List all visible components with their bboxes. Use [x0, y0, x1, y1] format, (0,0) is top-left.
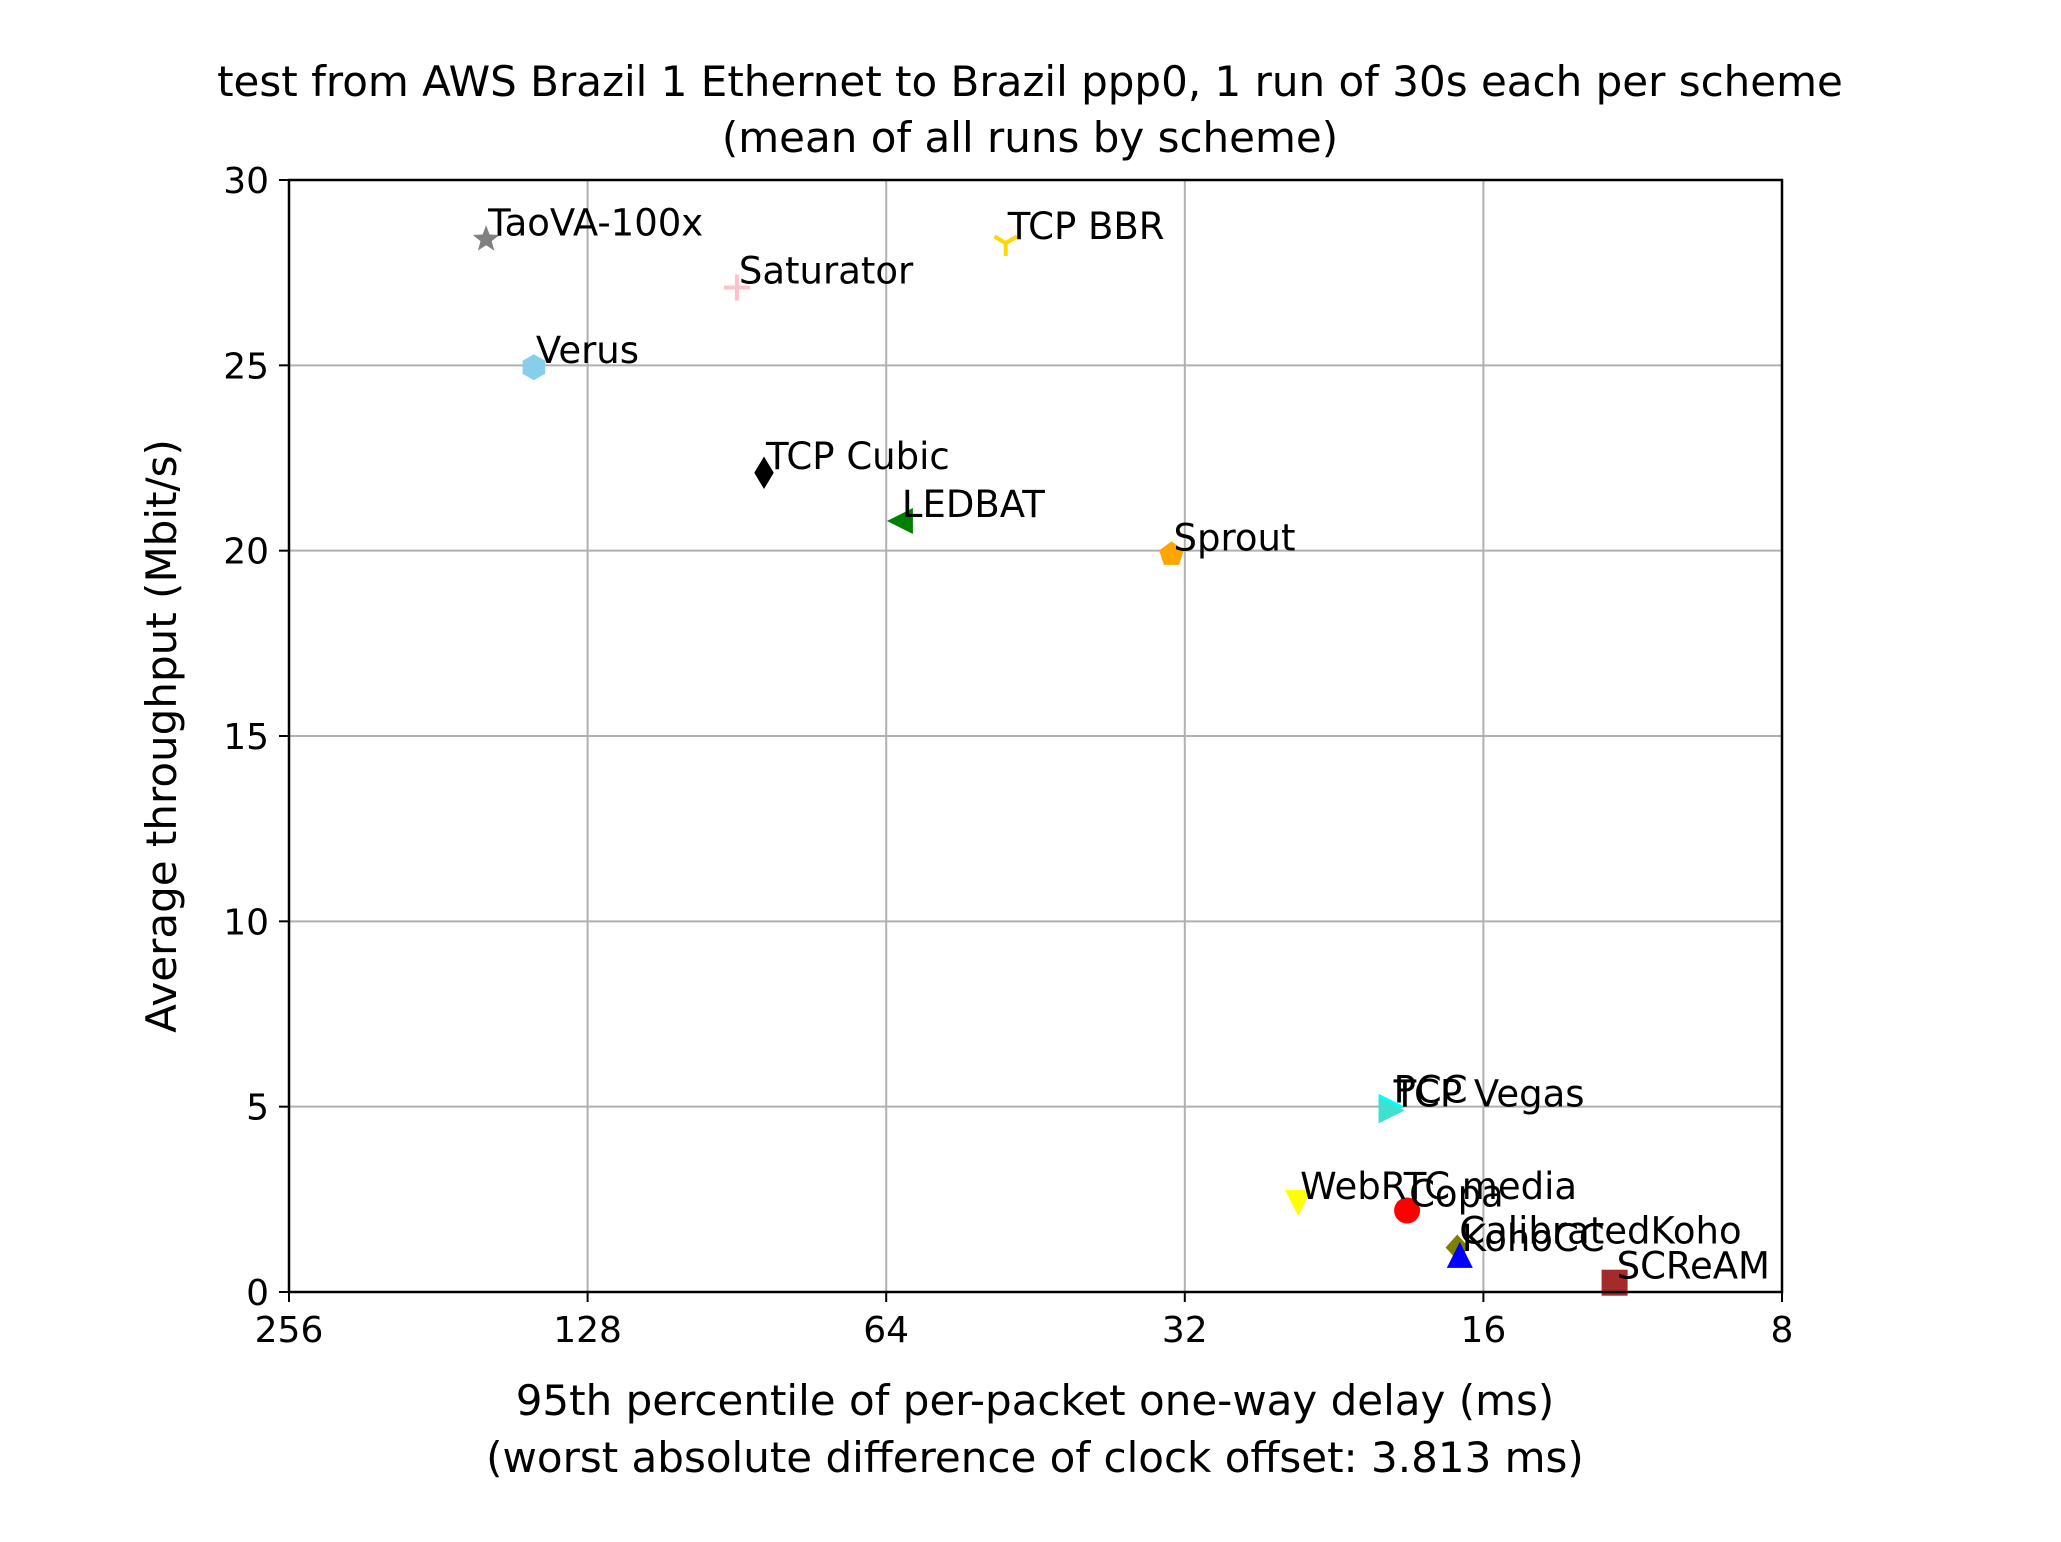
point-label-calibratedkoho: CalibratedKoho: [1459, 1210, 1741, 1253]
point-tcp-bbr: [993, 234, 1019, 256]
chart-title: test from AWS Brazil 1 Ethernet to Brazi…: [217, 57, 1843, 106]
y-tick-label: 25: [223, 346, 269, 387]
y-tick-label: 20: [223, 532, 269, 573]
y-tick-label: 15: [223, 717, 269, 758]
x-tick-label: 64: [863, 1310, 909, 1351]
x-axis-sublabel: (worst absolute difference of clock offs…: [486, 1433, 1584, 1482]
point-label-scream: SCReAM: [1617, 1245, 1770, 1288]
point-copa: [1394, 1197, 1421, 1224]
y-tick-label: 30: [223, 161, 269, 202]
x-axis-label: 95th percentile of per-packet one-way de…: [516, 1376, 1555, 1425]
point-verus: [522, 354, 546, 381]
point-saturator: [723, 274, 750, 301]
x-tick-label: 16: [1460, 1310, 1506, 1351]
y-tick-label: 10: [223, 902, 269, 943]
point-label-kohocc: KohoCC: [1462, 1217, 1605, 1260]
point-kohocc: [1446, 1241, 1473, 1268]
x-tick-label: 128: [553, 1310, 622, 1351]
point-label-saturator: Saturator: [739, 250, 914, 293]
point-label-copa: Copa: [1409, 1173, 1504, 1216]
chart-subtitle: (mean of all runs by scheme): [722, 113, 1338, 162]
plot-frame: [287, 178, 1784, 1294]
point-webrtc-media: [1285, 1190, 1312, 1216]
point-label-tcp-cubic: TCP Cubic: [765, 435, 950, 478]
y-tick-label: 5: [246, 1088, 269, 1129]
axis-ticks: 256 128 64 32 16 8 0 5 10 15 20 25 30: [223, 161, 1793, 1351]
point-labels: TaoVA-100x Saturator TCP BBR Verus TCP Cubic…: [487, 201, 1770, 1287]
point-sprout: [1159, 541, 1184, 565]
grid-lines: [288, 179, 1783, 1293]
data-points: [472, 225, 1628, 1296]
point-label-sprout: Sprout: [1174, 516, 1296, 559]
point-label-pcc: PCC: [1394, 1069, 1468, 1112]
x-tick-label: 256: [255, 1310, 324, 1351]
point-label-ledbat: LEDBAT: [902, 483, 1045, 526]
y-tick-label: 0: [246, 1273, 269, 1314]
point-tcp-vegas: [1378, 1097, 1405, 1124]
y-axis-label: Average throughput (Mbit/s): [137, 439, 186, 1033]
x-tick-label: 8: [1771, 1310, 1794, 1351]
x-tick-label: 32: [1162, 1310, 1208, 1351]
point-label-tcp-vegas: TCP Vegas: [1393, 1072, 1585, 1115]
point-label-webrtc-media: WebRTC media: [1300, 1165, 1577, 1208]
point-label-verus: Verus: [536, 329, 639, 372]
point-ledbat: [886, 508, 913, 534]
point-label-tcp-bbr: TCP BBR: [1007, 205, 1165, 248]
point-taova-100x: [472, 225, 500, 251]
point-tcp-cubic: [754, 456, 774, 490]
point-label-taova-100x: TaoVA-100x: [487, 201, 703, 244]
